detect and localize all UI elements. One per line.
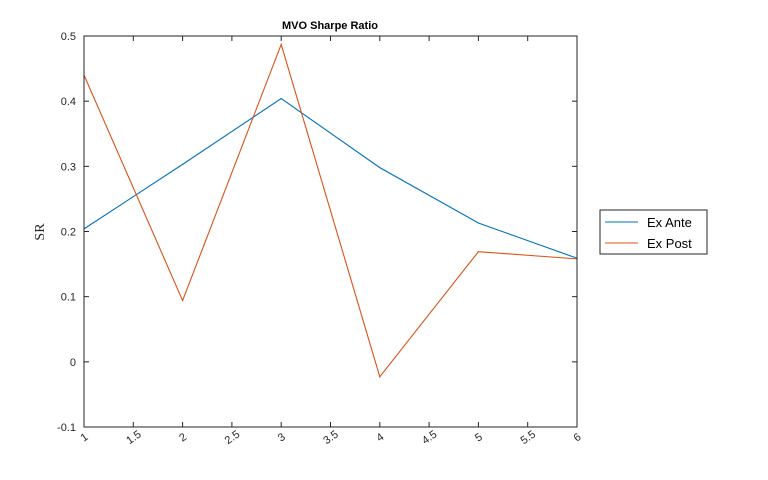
y-tick-label: -0.1 <box>57 422 76 434</box>
y-tick-label: 0.4 <box>61 96 76 108</box>
data-point-ex-ante <box>477 222 479 224</box>
x-tick-label: 3 <box>276 431 288 444</box>
x-tick-label: 1 <box>79 431 91 444</box>
x-tick-label: 5 <box>473 431 485 444</box>
x-tick-label: 3.5 <box>321 429 340 448</box>
y-axis-label: SR <box>33 223 48 241</box>
y-tick-label: 0.3 <box>61 161 76 173</box>
x-tick-label: 4 <box>374 431 386 444</box>
y-tick-label: 0 <box>70 357 76 369</box>
x-tick-label: 4.5 <box>420 429 439 448</box>
x-tick-label: 1.5 <box>124 429 143 448</box>
y-tick-label: 0.5 <box>61 31 76 43</box>
x-tick-label: 6 <box>572 431 584 444</box>
y-tick-label: 0.1 <box>61 292 76 304</box>
data-point-ex-post <box>280 43 282 46</box>
x-tick-label: 5.5 <box>519 429 538 448</box>
data-point-ex-post <box>182 299 184 302</box>
legend-box <box>599 209 708 255</box>
legend-label-ex-post: Ex Post <box>647 236 692 251</box>
series-line-ex-ante <box>83 97 578 259</box>
x-tick-label: 2.5 <box>223 429 242 448</box>
chart-title: MVO Sharpe Ratio <box>282 20 378 32</box>
x-tick-label: 2 <box>177 431 189 444</box>
data-point-ex-ante <box>280 97 282 100</box>
legend: Ex Ante Ex Post <box>599 209 708 255</box>
data-point-ex-post <box>477 251 479 253</box>
plot-area <box>84 36 577 427</box>
data-point-ex-ante <box>379 167 381 169</box>
series-line-ex-post <box>83 42 578 378</box>
legend-label-ex-ante: Ex Ante <box>647 215 692 230</box>
data-point-ex-ante <box>182 163 184 165</box>
y-tick-label: 0.2 <box>61 227 76 239</box>
data-point-ex-post <box>379 376 381 378</box>
